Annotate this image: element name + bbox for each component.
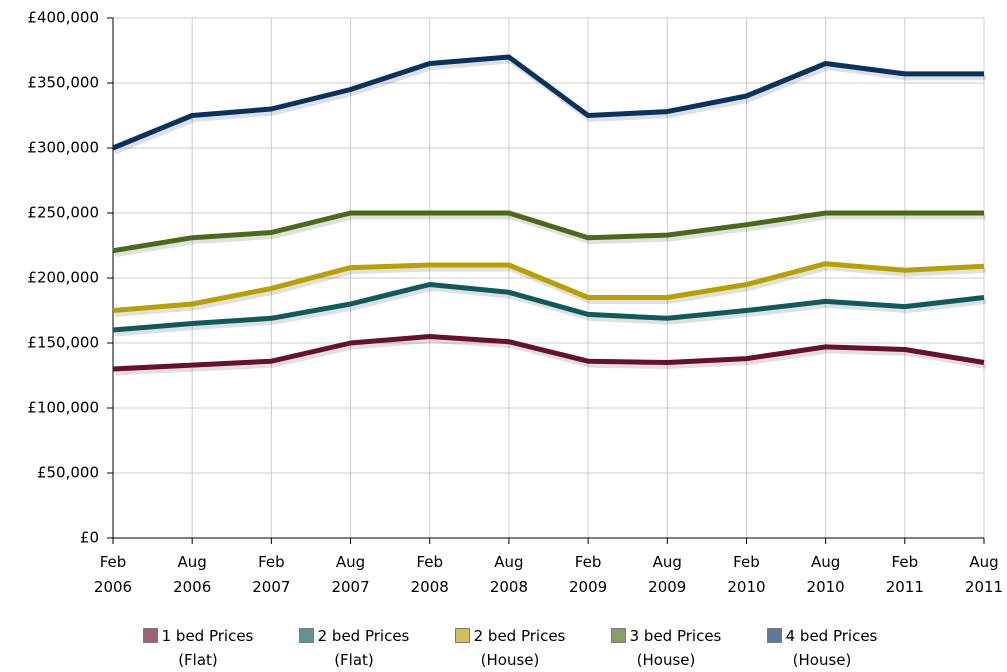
- y-tick-label: £400,000: [27, 9, 99, 27]
- series-line: [112, 282, 985, 333]
- y-tick-label: £300,000: [27, 139, 99, 157]
- line-shadow: [114, 285, 987, 337]
- x-tick-label: Feb 2011: [885, 553, 924, 596]
- line-shadow: [114, 265, 987, 317]
- y-tick-label: £350,000: [27, 74, 99, 92]
- y-tick-label: £250,000: [27, 204, 99, 222]
- line-shadow: [114, 214, 986, 258]
- series-line: [112, 210, 984, 254]
- legend-label: 3 bed Prices (House): [629, 627, 722, 669]
- x-tick-label: Aug 2009: [648, 553, 687, 596]
- legend-item: 4 bed Prices (House): [746, 624, 898, 672]
- legend-swatch: [454, 628, 470, 643]
- line-shadow: [114, 337, 987, 376]
- line-shadow: [114, 58, 986, 155]
- legend-swatch: [142, 628, 158, 643]
- x-tick-label: Feb 2007: [252, 553, 291, 596]
- x-tick-label: Aug 2007: [331, 553, 370, 596]
- x-tick-label: Feb 2008: [410, 553, 449, 596]
- legend-label: 1 bed Prices (Flat): [161, 627, 254, 669]
- series-line: [112, 334, 985, 372]
- legend-swatch: [610, 628, 626, 643]
- x-tick-label: Feb 2010: [727, 553, 766, 596]
- series-line: [112, 54, 984, 151]
- y-tick-label: £200,000: [27, 269, 99, 287]
- legend-item: 2 bed Prices (Flat): [278, 624, 430, 672]
- x-tick-label: Feb 2006: [93, 553, 133, 596]
- series-line: [112, 261, 985, 313]
- y-tick-label: £50,000: [37, 464, 99, 482]
- legend-label: 2 bed Prices (House): [473, 627, 566, 669]
- y-tick-label: £150,000: [27, 334, 99, 352]
- legend-item: 2 bed Prices (House): [434, 624, 586, 672]
- x-tick-label: Aug 2008: [489, 553, 528, 596]
- x-tick-label: Feb 2009: [568, 553, 608, 596]
- y-tick-label: £100,000: [27, 399, 99, 417]
- y-tick-label: £0: [80, 529, 99, 547]
- x-tick-label: Aug 2010: [806, 553, 845, 596]
- legend-label: 4 bed Prices (House): [785, 627, 878, 669]
- legend-swatch: [298, 628, 314, 643]
- legend-swatch: [766, 628, 782, 643]
- x-tick-label: Aug 2011: [964, 553, 1004, 596]
- legend-item: 3 bed Prices (House): [590, 624, 742, 672]
- legend-item: 1 bed Prices (Flat): [122, 624, 274, 672]
- x-tick-label: Aug 2006: [173, 553, 212, 596]
- legend-label: 2 bed Prices (Flat): [317, 627, 410, 669]
